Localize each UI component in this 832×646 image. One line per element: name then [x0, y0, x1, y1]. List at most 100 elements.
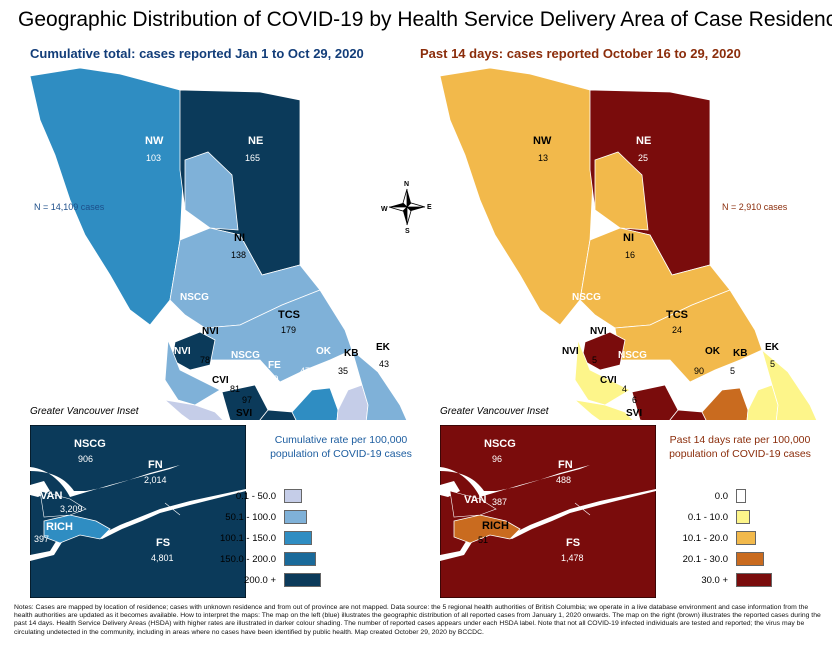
region-ni-patch	[594, 151, 649, 231]
region-ok	[701, 387, 749, 420]
value-nw: 103	[146, 153, 162, 163]
region-ni-patch	[184, 151, 239, 231]
legend-row: 150.0 - 200.0	[200, 551, 321, 567]
label-ni: NI	[234, 232, 245, 244]
label-nw: NW	[145, 135, 164, 147]
label-ok: OK	[705, 346, 720, 357]
inset-water	[440, 465, 590, 497]
inset-label-fs: FS	[566, 537, 580, 549]
label-nscg: NSCG	[618, 350, 647, 361]
legend-label: 100.1 - 150.0	[220, 532, 276, 544]
region-nvi	[164, 339, 221, 406]
legend-row: 200.0 +	[200, 572, 321, 588]
compass-w: W	[381, 206, 388, 213]
inset-value-fn: 2,014	[144, 475, 167, 485]
legend-label: 30.0 +	[701, 574, 728, 586]
label-fe: FE	[656, 360, 669, 371]
value-nw: 13	[538, 153, 549, 163]
label-nvi-north: NVI	[202, 326, 219, 337]
region-tcs	[204, 289, 353, 383]
value-svi: 97	[242, 395, 253, 405]
inset-label-van: VAN	[40, 490, 62, 502]
inset-label-fn: FN	[148, 459, 163, 471]
legend-swatch	[736, 510, 750, 524]
value-svi: 6	[632, 395, 638, 405]
value-fe: 1,189	[256, 374, 279, 384]
inset-value-van: 3,209	[60, 504, 83, 514]
legend-label: 150.0 - 200.0	[220, 553, 276, 565]
region-nw	[29, 67, 186, 326]
legend-swatch	[284, 573, 321, 587]
left-legend: 0.1 - 50.0 50.1 - 100.0 100.1 - 150.0 15…	[200, 488, 321, 588]
legend-row: 30.0 +	[652, 572, 772, 588]
label-nvi: NVI	[562, 346, 579, 357]
inset-value-rich: 397	[34, 534, 49, 544]
right-inset-caption: Greater Vancouver Inset	[440, 406, 549, 417]
right-map-subtitle: Past 14 days: cases reported October 16 …	[420, 46, 741, 61]
label-nvi: NVI	[174, 346, 191, 357]
value-ni: 16	[625, 250, 636, 260]
inset-rich	[453, 514, 521, 544]
compass-e: E	[427, 204, 432, 211]
left-case-count: N = 14,109 cases	[34, 202, 105, 212]
legend-swatch	[284, 531, 312, 545]
label-cvi: CVI	[212, 375, 229, 386]
region-nw	[439, 67, 596, 326]
inset-label-fn: FN	[558, 459, 573, 471]
left-map-subtitle: Cumulative total: cases reported Jan 1 t…	[30, 46, 364, 61]
label-ne: NE	[248, 135, 264, 147]
legend-swatch	[284, 510, 307, 524]
legend-label: 20.1 - 30.0	[682, 553, 728, 565]
value-ek: 5	[770, 359, 776, 369]
region-vi	[573, 399, 634, 420]
inset-value-fs: 4,801	[151, 553, 174, 563]
inset-value-nscg: 96	[492, 454, 502, 464]
left-inset-caption: Greater Vancouver Inset	[30, 406, 139, 417]
legend-row: 0.1 - 50.0	[200, 488, 321, 504]
page-title: Geographic Distribution of COVID-19 by H…	[18, 8, 832, 31]
label-ek: EK	[376, 342, 390, 353]
legend-row: 20.1 - 30.0	[652, 551, 772, 567]
label-tcs: TCS	[278, 309, 300, 321]
label-tcs: TCS	[666, 309, 688, 321]
inset-water-2	[30, 489, 246, 561]
value-kb: 5	[730, 366, 736, 376]
region-ek	[761, 348, 818, 420]
compass-s: S	[405, 228, 410, 234]
label-nscg: NSCG	[231, 350, 260, 361]
value-ok: 90	[694, 366, 705, 376]
inset-label-fs: FS	[156, 537, 170, 549]
legend-label: 0.1 - 10.0	[687, 511, 728, 523]
footnotes: Notes: Cases are mapped by location of r…	[14, 604, 821, 636]
legend-swatch	[736, 573, 772, 587]
value-nvi: 78	[200, 355, 211, 365]
region-tcs	[614, 289, 763, 383]
label-ne: NE	[636, 135, 652, 147]
inset-label-nscg: NSCG	[74, 438, 106, 450]
inset-van	[449, 490, 497, 518]
inset-label-nscg: NSCG	[484, 438, 516, 450]
label-nscg-north: NSCG	[180, 292, 209, 303]
label-nscg-north: NSCG	[572, 292, 601, 303]
right-bc-map	[439, 67, 818, 420]
value-kb: 35	[338, 366, 349, 376]
value-ni: 138	[231, 250, 247, 260]
label-kb: KB	[733, 348, 748, 359]
inset-label-van: VAN	[464, 494, 486, 506]
label-ni: NI	[623, 232, 634, 244]
inset-water-2	[440, 489, 656, 561]
region-ek	[351, 348, 408, 420]
right-legend: 0.0 0.1 - 10.0 10.1 - 20.0 20.1 - 30.0 3…	[652, 488, 772, 588]
right-legend-title: Past 14 days rate per 100,000 population…	[669, 434, 811, 460]
inset-value-fs: 1,478	[561, 553, 584, 563]
region-vi	[163, 399, 224, 420]
legend-label: 50.1 - 100.0	[225, 511, 276, 523]
legend-label: 0.1 - 50.0	[235, 490, 276, 502]
inset-value-van: 387	[492, 497, 507, 507]
legend-swatch	[736, 552, 764, 566]
legend-label: 0.0	[714, 490, 728, 502]
legend-label: 200.0 +	[244, 574, 276, 586]
legend-swatch	[736, 489, 746, 503]
region-fe	[259, 409, 297, 420]
legend-row: 50.1 - 100.0	[200, 509, 321, 525]
